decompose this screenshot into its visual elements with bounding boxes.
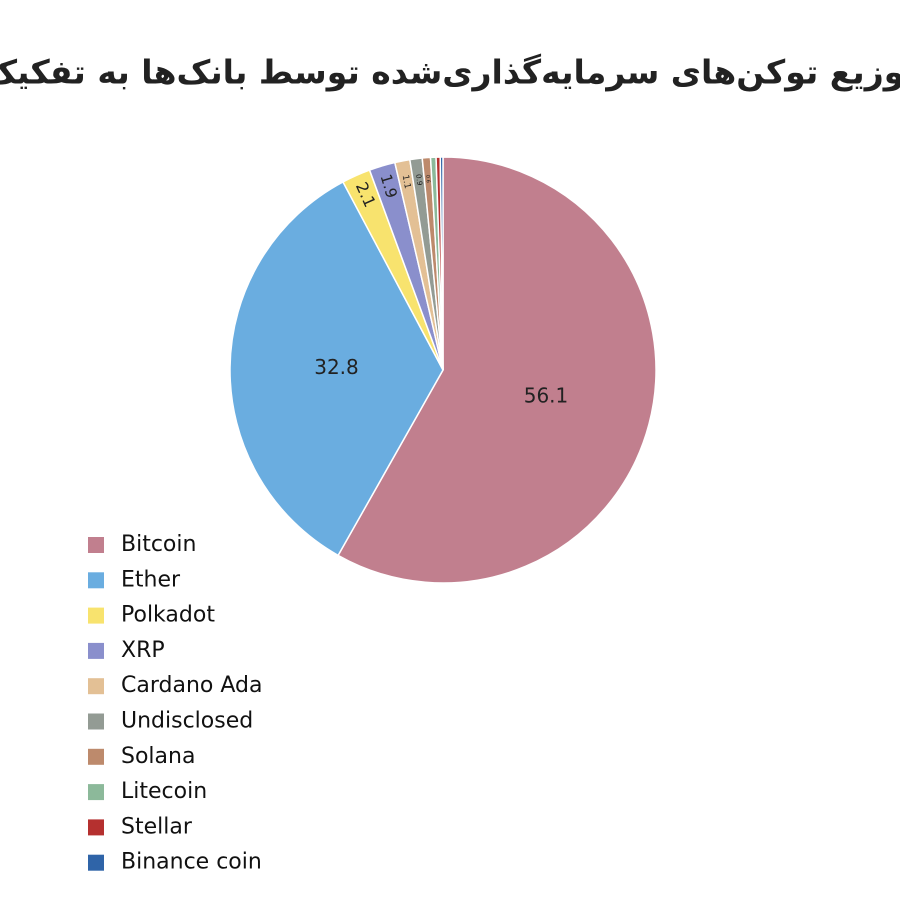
legend-text: Undisclosed <box>121 709 253 734</box>
legend-swatch <box>88 572 104 589</box>
legend-swatch <box>88 854 104 871</box>
pie-slice <box>439 156 444 371</box>
legend-text: Ether <box>121 567 181 592</box>
legend-swatch <box>88 537 104 553</box>
legend-text: Binance coin <box>121 850 262 875</box>
data-label: 56.1 <box>524 384 569 408</box>
legend-text: Polkadot <box>121 603 215 628</box>
legend-swatch <box>88 678 104 695</box>
legend-text: Stellar <box>121 814 193 839</box>
pie-slice <box>337 156 657 584</box>
legend-swatch <box>88 784 104 801</box>
legend-swatch <box>88 642 104 659</box>
legend-swatch <box>88 748 104 765</box>
legend-swatch <box>88 607 104 624</box>
data-label: 32.8 <box>314 355 359 379</box>
data-label: 1.1 <box>400 174 412 190</box>
data-label: 0.9 <box>414 174 424 187</box>
legend-text: Cardano Ada <box>121 673 262 698</box>
chart-title: توزیع توکن‌های سرمایه‌گذاری‌شده توسط بان… <box>0 53 900 93</box>
legend-swatch <box>88 819 104 836</box>
legend-swatch <box>88 713 104 730</box>
pie-slice <box>229 180 444 557</box>
legend-text: XRP <box>121 638 165 663</box>
data-label: 0.6 <box>424 175 431 183</box>
legend-text: Bitcoin <box>121 532 196 557</box>
legend-text: Litecoin <box>121 779 207 804</box>
legend-text: Solana <box>121 744 195 769</box>
